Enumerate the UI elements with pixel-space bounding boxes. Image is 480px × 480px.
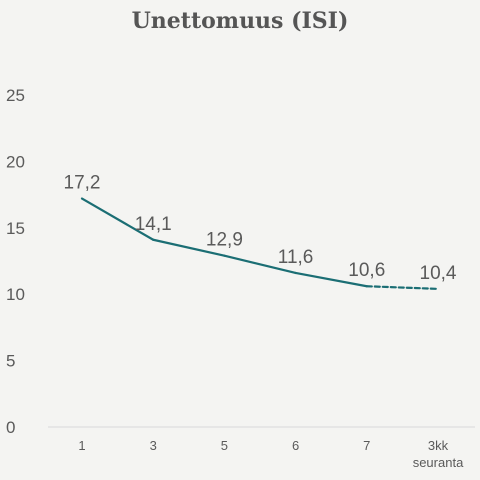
- series-line-segment: [223, 254, 297, 275]
- x-tick-label: 5: [221, 438, 228, 453]
- data-label: 11,6: [278, 247, 314, 268]
- data-label-layer: 17,2 14,1 12,9 11,6 10,6 10,4: [64, 173, 457, 284]
- series-line-segment: [152, 238, 226, 257]
- series-line-segment-dashed: [365, 285, 440, 290]
- data-label: 12,9: [206, 230, 243, 251]
- x-tick-label: 7: [363, 438, 370, 453]
- chart-title: Unettomuus (ISI): [131, 8, 349, 34]
- x-tick-label: 3kk seuranta: [413, 438, 464, 470]
- axis-layer: 0 5 10 15 20 25 1 3 5 6 7 3kk seuranta: [6, 86, 475, 470]
- x-tick-label: 1: [78, 438, 85, 453]
- y-tick-label: 10: [6, 285, 25, 304]
- y-tick-label: 15: [6, 219, 25, 238]
- y-tick-label: 25: [6, 86, 25, 105]
- y-tick-label: 5: [6, 352, 15, 371]
- y-tick-label: 0: [6, 418, 15, 437]
- data-label: 17,2: [64, 173, 101, 194]
- data-label: 14,1: [135, 214, 172, 235]
- data-label: 10,6: [348, 260, 385, 281]
- data-label: 10,4: [420, 263, 457, 284]
- x-tick-label: 6: [292, 438, 299, 453]
- x-tick-label: 3: [150, 438, 157, 453]
- y-tick-label: 20: [6, 152, 25, 171]
- series-line-segment: [294, 271, 368, 288]
- series-line-layer: [80, 197, 440, 290]
- series-line-segment: [80, 197, 155, 241]
